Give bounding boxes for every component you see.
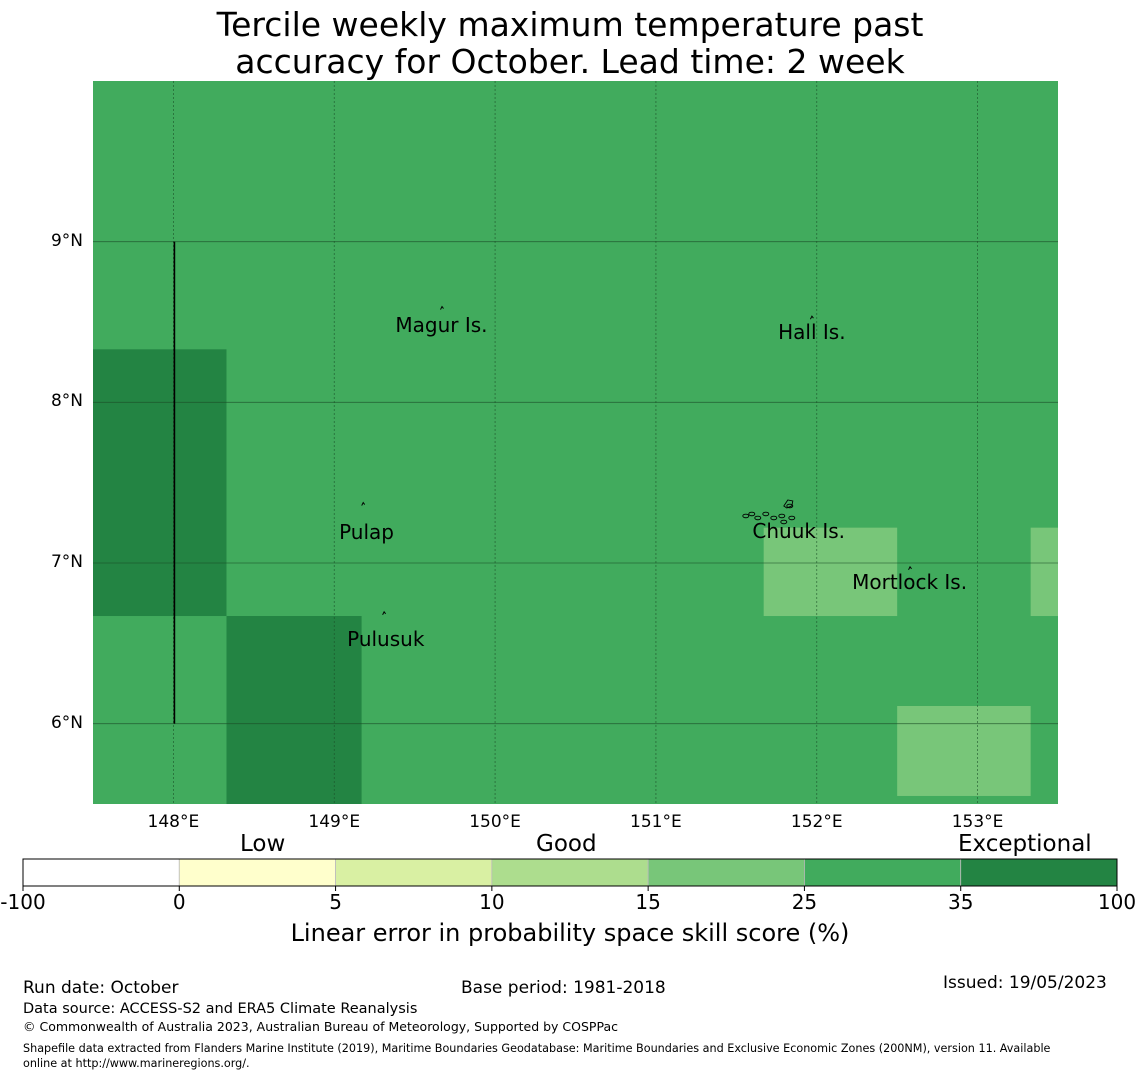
island-shape-1 [809, 315, 814, 320]
island-islet-1 [748, 511, 756, 517]
lon-label: 153°E [951, 812, 1004, 832]
island-shape-chuuk [742, 499, 796, 525]
colorbar-bin-1 [178, 858, 336, 887]
island-islet-0 [742, 513, 750, 519]
map-title-line-2: accuracy for October. Lead time: 2 week [235, 42, 905, 81]
colorbar-bin-0 [22, 858, 180, 887]
island-islet-5 [778, 513, 786, 519]
category-label-exceptional: Exceptional [958, 831, 1092, 857]
island-shape-0 [440, 305, 444, 310]
colorbar-tick-label: 0 [172, 890, 186, 914]
colorbar-bin-6 [960, 858, 1118, 887]
colorbar-tick-label: 5 [329, 890, 342, 914]
colorbar-frame [22, 858, 1118, 887]
colorbar-bin-4 [647, 858, 805, 887]
island-shape-4 [908, 565, 912, 571]
colorbar-tick-label: 15 [635, 890, 661, 914]
issued-date: Issued: 19/05/2023 [943, 973, 1107, 993]
skill-cell-4 [897, 705, 1031, 796]
run-date: Run date: October [23, 978, 179, 998]
island-islet-2 [754, 515, 762, 521]
island-label: Mortlock Is. [852, 570, 968, 595]
skill-cell-0 [93, 349, 227, 617]
colorbar-bin-3 [491, 858, 649, 887]
island-label: Hall Is. [778, 319, 846, 344]
island-shape-2 [361, 501, 366, 506]
island-islet-3 [762, 511, 770, 517]
island-label: Chuuk Is. [752, 518, 846, 543]
colorbar-title: Linear error in probability space skill … [290, 919, 850, 947]
skill-cell-3 [1030, 527, 1058, 617]
lon-label: 150°E [469, 812, 521, 832]
colorbar [22, 858, 1118, 891]
category-label-low: Low [240, 831, 286, 857]
lon-label: 149°E [308, 812, 361, 832]
map-title-line-1: Tercile weekly maximum temperature past [216, 5, 924, 44]
map-title: Tercile weekly maximum temperature past … [0, 6, 1140, 80]
lat-label: 9°N [50, 230, 83, 251]
island-islet-main [783, 499, 794, 509]
island-islet-8 [788, 515, 796, 521]
colorbar-tick-label: -100 [0, 890, 46, 914]
base-period: Base period: 1981-2018 [461, 978, 666, 998]
shapefile-credit-line-1: Shapefile data extracted from Flanders M… [23, 1042, 1051, 1055]
map-plot-area [93, 81, 1058, 804]
lat-label: 6°N [50, 712, 83, 733]
lon-label: 148°E [147, 812, 200, 832]
colorbar-tick-label: 10 [479, 890, 505, 914]
skill-cell-1 [226, 616, 362, 804]
lat-label: 7°N [50, 552, 83, 572]
island-shape-5 [382, 610, 387, 616]
colorbar-tick-label: 25 [791, 890, 818, 914]
island-label: Pulusuk [347, 626, 425, 651]
lat-label: 8°N [50, 391, 83, 412]
island-islet-4 [770, 515, 778, 521]
colorbar-tick-label: 35 [947, 890, 974, 914]
island-islet-6 [780, 519, 788, 525]
colorbar-tick-label: 100 [1097, 890, 1137, 914]
shapefile-credit-line-2: online at http://www.marineregions.org/. [23, 1057, 250, 1070]
data-source: Data source: ACCESS-S2 and ERA5 Climate … [23, 1001, 418, 1017]
island-label: Magur Is. [395, 313, 488, 338]
colorbar-bin-5 [804, 858, 962, 887]
lon-label: 151°E [630, 812, 682, 832]
island-islet-7 [786, 503, 794, 509]
colorbar-bin-2 [335, 858, 493, 887]
skill-cell-2 [763, 527, 898, 617]
category-label-good: Good [536, 831, 597, 857]
island-label: Pulap [339, 520, 394, 545]
lon-label: 152°E [790, 812, 843, 832]
copyright-notice: © Commonwealth of Australia 2023, Austra… [23, 1019, 618, 1034]
